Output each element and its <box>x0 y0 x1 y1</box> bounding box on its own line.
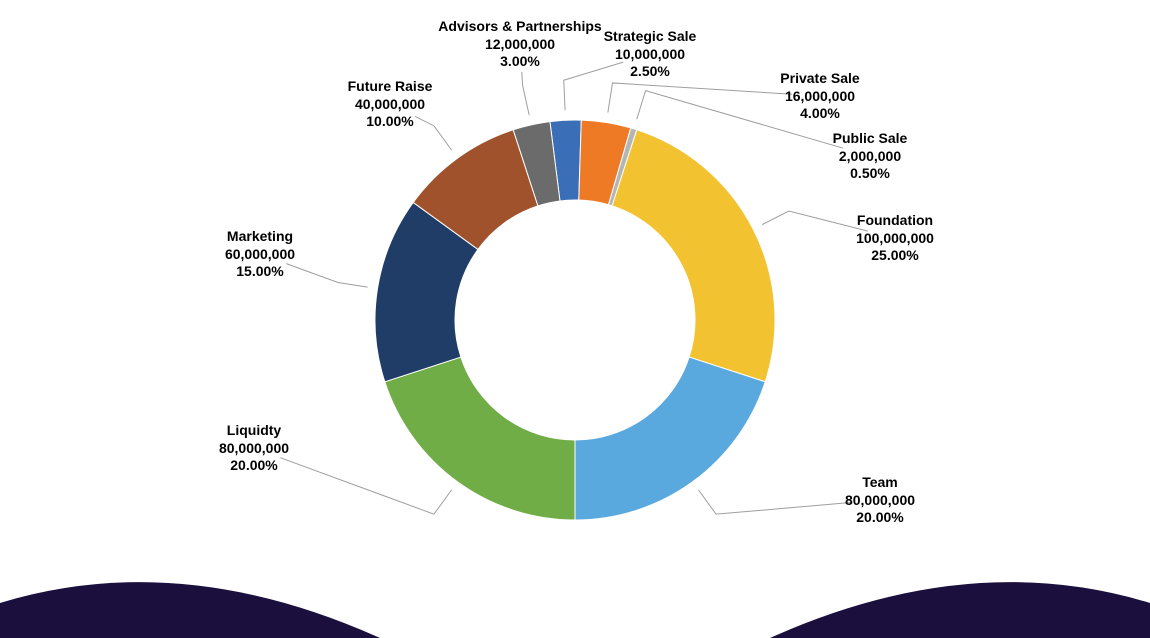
slice-label-value: 10,000,000 <box>604 45 697 63</box>
slice-label-public-sale: Public Sale2,000,0000.50% <box>833 130 908 183</box>
slice-label-value: 16,000,000 <box>780 87 859 105</box>
slice-label-value: 40,000,000 <box>348 95 433 113</box>
slice-label-name: Liquidty <box>219 422 289 440</box>
slice-team <box>575 357 765 520</box>
slice-label-name: Private Sale <box>780 70 859 88</box>
slice-label-name: Future Raise <box>348 78 433 96</box>
slice-foundation <box>612 130 775 382</box>
slice-label-percent: 10.00% <box>348 113 433 131</box>
slice-label-name: Foundation <box>856 212 934 230</box>
slice-label-advisors-partnerships: Advisors & Partnerships12,000,0003.00% <box>438 18 601 71</box>
donut-chart: Strategic Sale10,000,0002.50% Private Sal… <box>0 0 1150 638</box>
slice-label-value: 100,000,000 <box>856 229 934 247</box>
slice-label-foundation: Foundation100,000,00025.00% <box>856 212 934 265</box>
slice-label-value: 2,000,000 <box>833 147 908 165</box>
leader-line <box>608 83 792 113</box>
slice-label-percent: 2.50% <box>604 63 697 81</box>
slice-label-value: 80,000,000 <box>219 439 289 457</box>
slice-label-value: 80,000,000 <box>845 491 915 509</box>
slice-label-percent: 0.50% <box>833 165 908 183</box>
slice-label-value: 12,000,000 <box>438 35 601 53</box>
slice-label-percent: 4.00% <box>780 105 859 123</box>
leader-line <box>286 264 367 288</box>
slice-label-private-sale: Private Sale16,000,0004.00% <box>780 70 859 123</box>
slice-label-percent: 15.00% <box>225 263 295 281</box>
slice-label-team: Team80,000,00020.00% <box>845 474 915 527</box>
slice-label-name: Strategic Sale <box>604 28 697 46</box>
slice-label-name: Public Sale <box>833 130 908 148</box>
slice-label-marketing: Marketing60,000,00015.00% <box>225 228 295 281</box>
donut-svg <box>0 0 1150 638</box>
slice-label-percent: 3.00% <box>438 53 601 71</box>
leader-line <box>762 211 868 231</box>
slice-label-future-raise: Future Raise40,000,00010.00% <box>348 78 433 131</box>
slice-label-name: Advisors & Partnerships <box>438 18 601 36</box>
slice-liquidty <box>385 357 575 520</box>
slice-label-liquidty: Liquidty80,000,00020.00% <box>219 422 289 475</box>
leader-line <box>698 490 852 514</box>
leader-line <box>522 72 529 115</box>
slice-label-percent: 25.00% <box>856 247 934 265</box>
decor-bottom-left <box>0 568 380 638</box>
slice-label-strategic-sale: Strategic Sale10,000,0002.50% <box>604 28 697 81</box>
slice-label-value: 60,000,000 <box>225 245 295 263</box>
slice-label-name: Marketing <box>225 228 295 246</box>
slice-label-name: Team <box>845 474 915 492</box>
slice-label-percent: 20.00% <box>219 457 289 475</box>
leader-line <box>280 458 451 515</box>
decor-bottom-right <box>770 568 1150 638</box>
slice-label-percent: 20.00% <box>845 509 915 527</box>
